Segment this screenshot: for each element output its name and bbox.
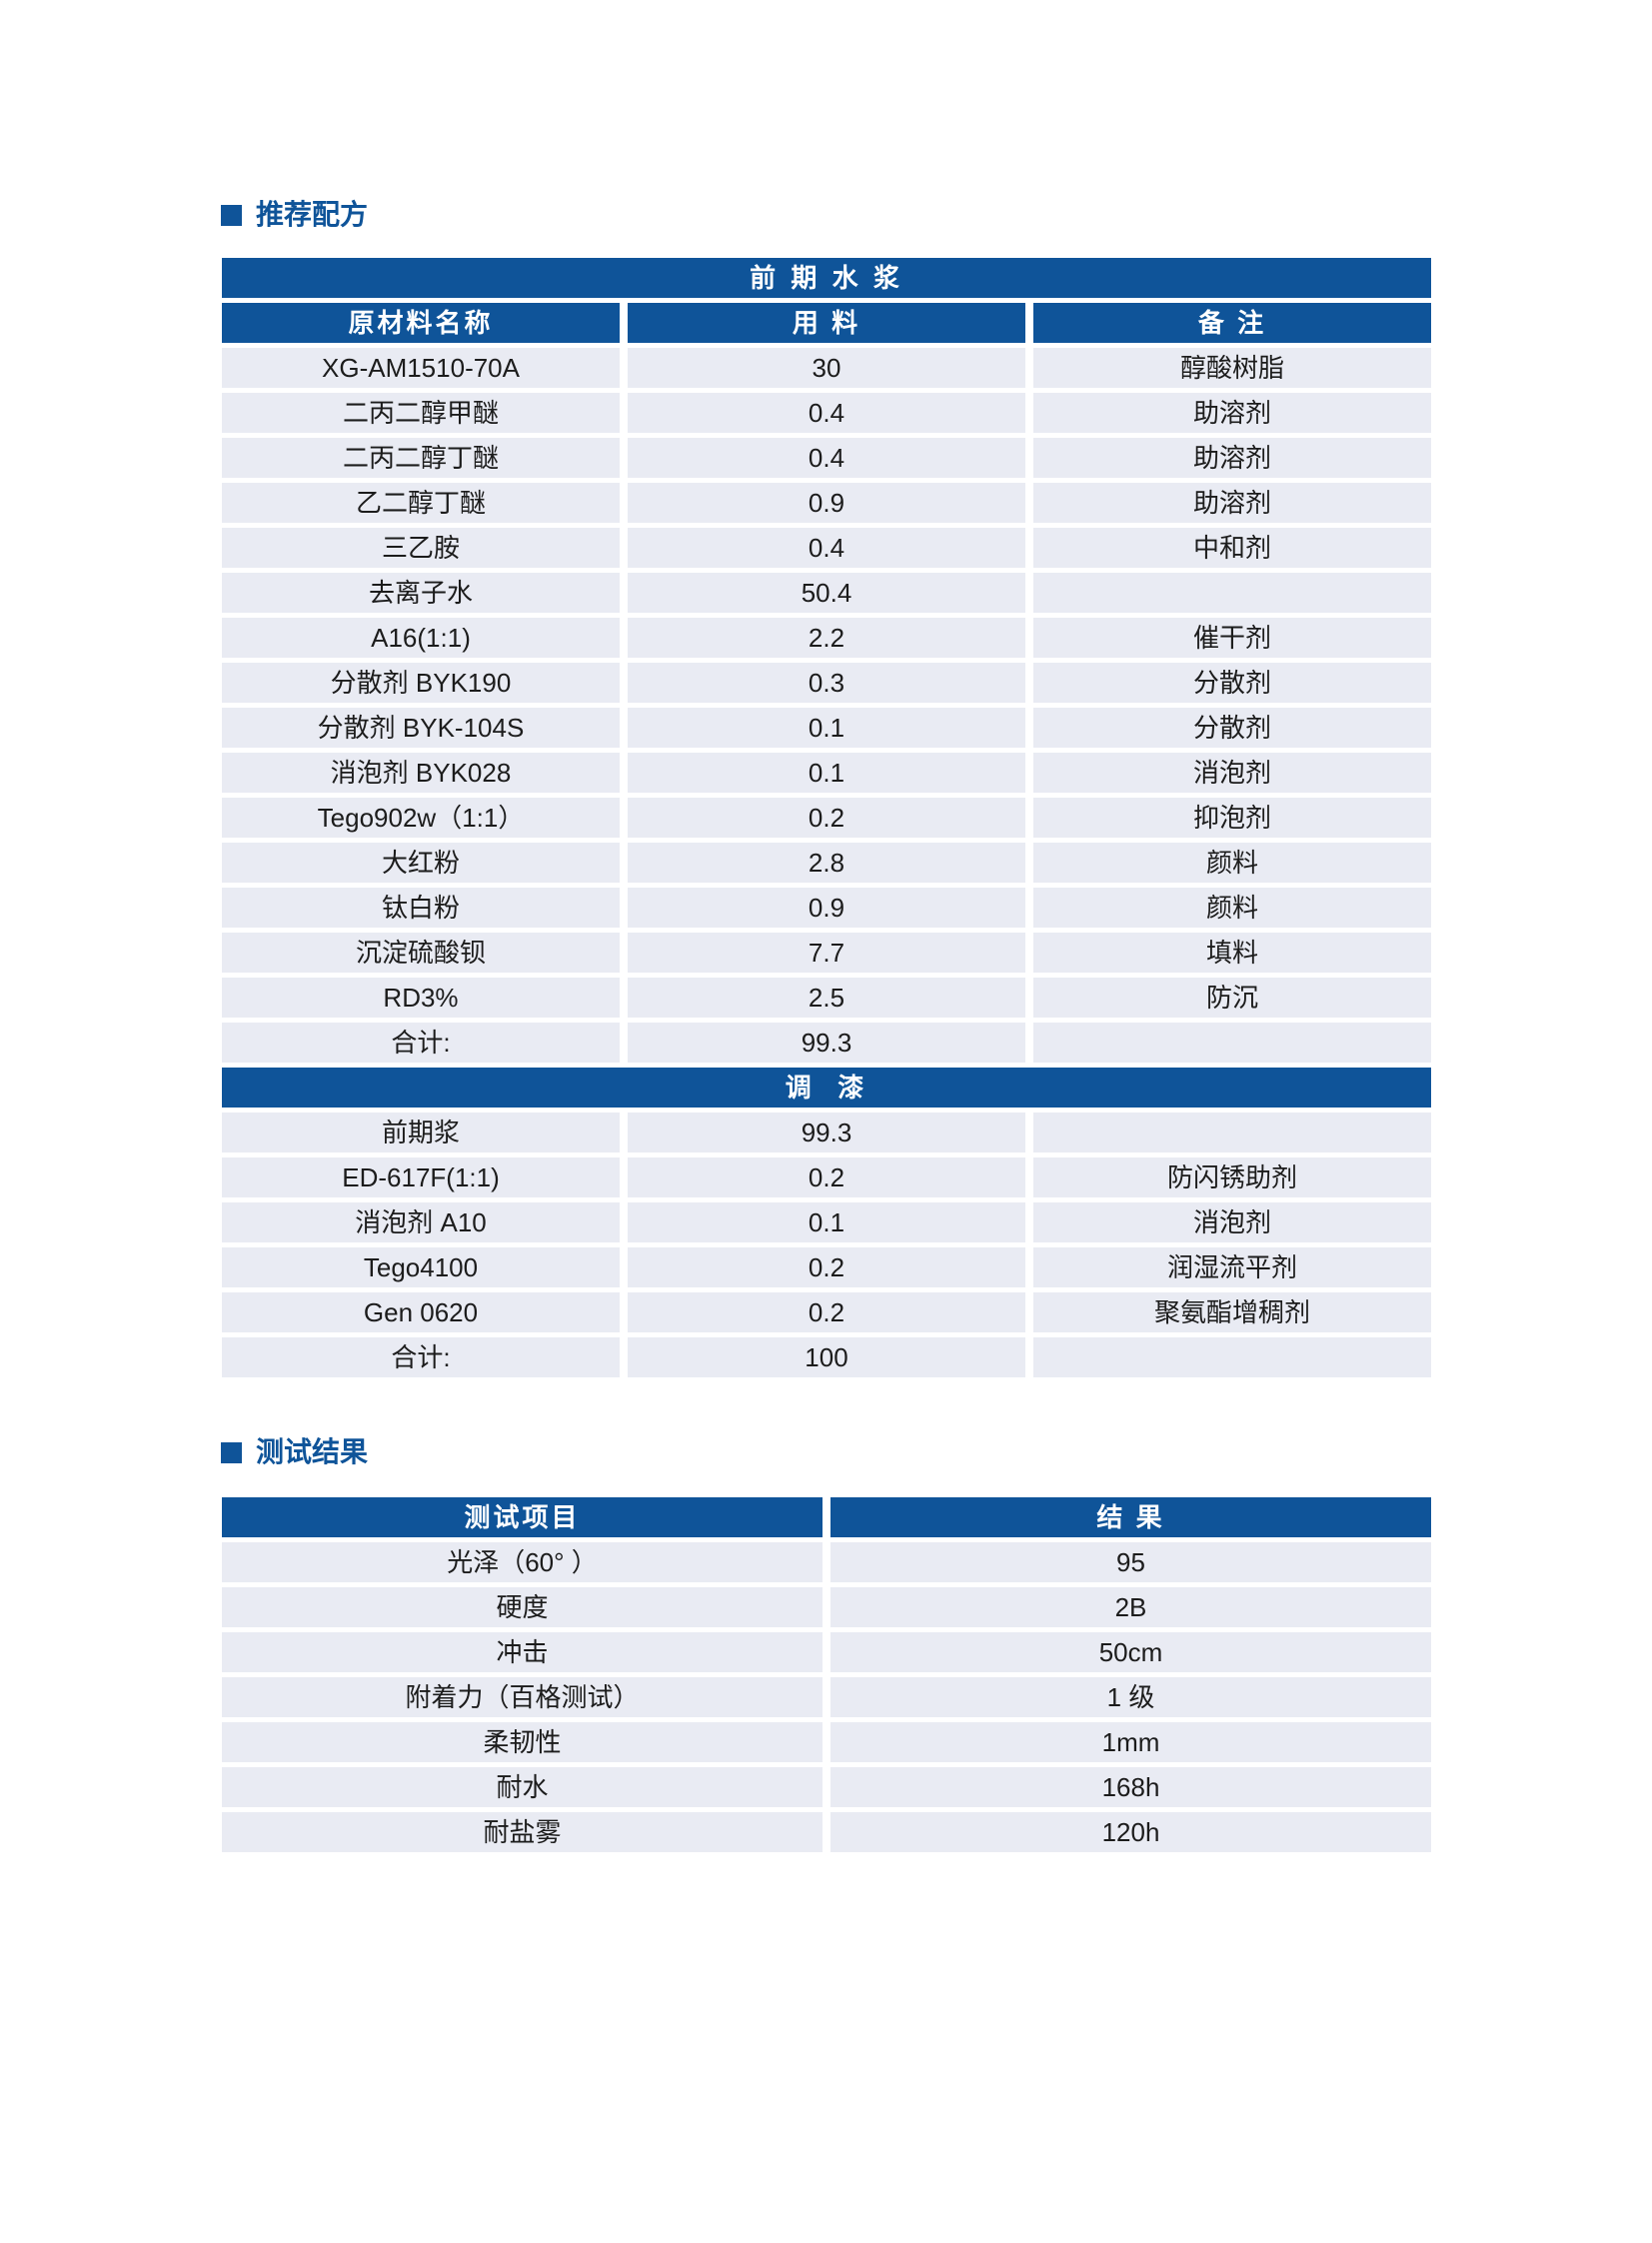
cell-note: 防沉 [1033,978,1431,1018]
cell-material-name: 三乙胺 [222,528,620,568]
phase1-section-header: 前 期 水 浆 [222,258,1431,298]
cell-note: 助溶剂 [1033,393,1431,433]
cell-test-result: 50cm [830,1632,1431,1672]
square-bullet-icon [221,204,242,226]
cell-note: 消泡剂 [1033,1202,1431,1242]
cell-test-result: 1 级 [830,1677,1431,1717]
test-section-title: 测试结果 [221,1438,368,1466]
cell-material-name: 钛白粉 [222,888,620,928]
column-header: 测试项目 [222,1497,823,1537]
cell-test-item: 耐盐雾 [222,1812,823,1852]
cell-material-name: Tego902w（1:1） [222,798,620,838]
cell-note: 颜料 [1033,888,1431,928]
cell-note: 抑泡剂 [1033,798,1431,838]
column-header: 原材料名称 [222,303,620,343]
cell-amount: 2.8 [628,843,1025,883]
phase2-section-header: 调 漆 [222,1068,1431,1108]
cell-note: 润湿流平剂 [1033,1247,1431,1287]
cell-amount: 0.4 [628,393,1025,433]
cell-material-name: Gen 0620 [222,1292,620,1332]
cell-amount: 0.2 [628,1247,1025,1287]
cell-test-result: 168h [830,1767,1431,1807]
cell-test-item: 附着力（百格测试） [222,1677,823,1717]
cell-amount: 0.1 [628,1202,1025,1242]
test-table: 测试项目结 果光泽（60° ） 95 硬度 2B 冲击 50cm 附着力（百格测试） 1 级柔… [222,1497,1431,1852]
cell-amount: 0.1 [628,708,1025,748]
cell-material-name: XG-AM1510-70A [222,348,620,388]
cell-amount: 99.3 [628,1023,1025,1063]
cell-amount: 0.2 [628,798,1025,838]
cell-amount: 2.2 [628,618,1025,658]
cell-amount: 50.4 [628,573,1025,613]
column-header: 结 果 [830,1497,1431,1537]
cell-amount: 99.3 [628,1113,1025,1152]
cell-material-name: 二丙二醇甲醚 [222,393,620,433]
cell-note: 助溶剂 [1033,438,1431,478]
cell-note: 中和剂 [1033,528,1431,568]
formula-section-title: 推荐配方 [221,201,368,229]
cell-material-name: 二丙二醇丁醚 [222,438,620,478]
cell-amount: 0.9 [628,483,1025,523]
cell-amount: 30 [628,348,1025,388]
cell-note: 填料 [1033,933,1431,973]
cell-note: 消泡剂 [1033,753,1431,793]
cell-note [1033,1113,1431,1152]
cell-test-item: 耐水 [222,1767,823,1807]
cell-note [1033,1023,1431,1063]
cell-note: 防闪锈助剂 [1033,1157,1431,1197]
cell-amount: 2.5 [628,978,1025,1018]
cell-material-name: 分散剂 BYK-104S [222,708,620,748]
cell-material-name: 乙二醇丁醚 [222,483,620,523]
cell-note [1033,1337,1431,1377]
formula-section-title-label: 推荐配方 [256,199,369,230]
formula-table: 前 期 水 浆原材料名称用 料备 注 XG-AM1510-70A 30 醇酸树脂二丙二… [222,258,1431,1377]
cell-material-name: 消泡剂 A10 [222,1202,620,1242]
cell-amount: 7.7 [628,933,1025,973]
cell-material-name: RD3% [222,978,620,1018]
cell-material-name: 合计: [222,1337,620,1377]
square-bullet-icon [221,1441,242,1463]
cell-material-name: ED-617F(1:1) [222,1157,620,1197]
cell-amount: 100 [628,1337,1025,1377]
cell-note: 助溶剂 [1033,483,1431,523]
cell-material-name: Tego4100 [222,1247,620,1287]
test-section-title-label: 测试结果 [256,1436,369,1467]
cell-test-result: 120h [830,1812,1431,1852]
cell-note: 分散剂 [1033,663,1431,703]
cell-material-name: 前期浆 [222,1113,620,1152]
cell-material-name: 沉淀硫酸钡 [222,933,620,973]
cell-note: 聚氨酯增稠剂 [1033,1292,1431,1332]
cell-test-item: 柔韧性 [222,1722,823,1762]
cell-test-result: 1mm [830,1722,1431,1762]
column-header: 备 注 [1033,303,1431,343]
cell-amount: 0.4 [628,438,1025,478]
cell-amount: 0.9 [628,888,1025,928]
cell-note: 醇酸树脂 [1033,348,1431,388]
cell-note: 催干剂 [1033,618,1431,658]
cell-amount: 0.2 [628,1292,1025,1332]
cell-test-result: 95 [830,1542,1431,1582]
cell-amount: 0.2 [628,1157,1025,1197]
cell-note: 颜料 [1033,843,1431,883]
cell-amount: 0.4 [628,528,1025,568]
cell-material-name: 分散剂 BYK190 [222,663,620,703]
cell-amount: 0.3 [628,663,1025,703]
cell-material-name: 消泡剂 BYK028 [222,753,620,793]
cell-test-item: 冲击 [222,1632,823,1672]
cell-amount: 0.1 [628,753,1025,793]
cell-material-name: 合计: [222,1023,620,1063]
cell-material-name: 大红粉 [222,843,620,883]
cell-note: 分散剂 [1033,708,1431,748]
cell-note [1033,573,1431,613]
cell-material-name: A16(1:1) [222,618,620,658]
cell-test-item: 硬度 [222,1587,823,1627]
cell-material-name: 去离子水 [222,573,620,613]
column-header: 用 料 [628,303,1025,343]
cell-test-result: 2B [830,1587,1431,1627]
cell-test-item: 光泽（60° ） [222,1542,823,1582]
